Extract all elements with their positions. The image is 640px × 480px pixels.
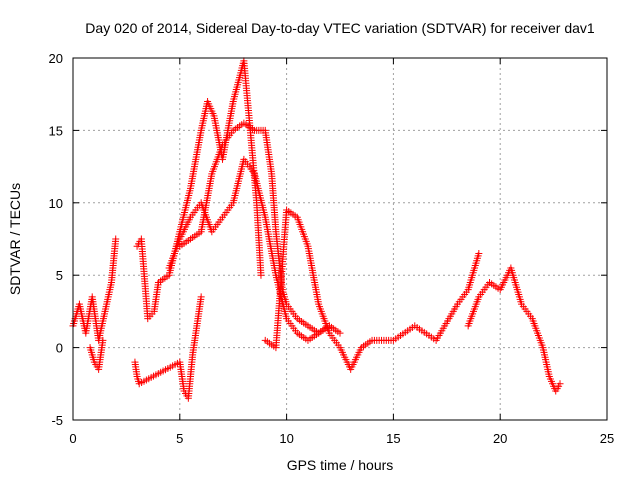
x-tick-label: 5	[176, 431, 183, 446]
x-tick-label: 15	[386, 431, 400, 446]
x-tick-label: 25	[600, 431, 614, 446]
y-tick-label: 20	[49, 51, 63, 66]
y-tick-label: 5	[56, 268, 63, 283]
axis-ticks	[72, 57, 608, 421]
data-point	[475, 249, 483, 257]
data-point	[197, 293, 205, 301]
series-arc-7	[464, 264, 564, 395]
series-arc-3	[133, 57, 265, 323]
data-point	[112, 235, 120, 243]
tick-labels: 0 5 10 15 20 25 -5 0 5 10 15 20	[49, 51, 615, 446]
series-arc-8	[131, 293, 205, 402]
y-tick-label: 0	[56, 341, 63, 356]
y-tick-label: 15	[49, 123, 63, 138]
series-arc-2	[86, 336, 107, 373]
chart-title: Day 020 of 2014, Sidereal Day-to-day VTE…	[85, 20, 595, 36]
data-points	[69, 57, 564, 402]
x-axis-label: GPS time / hours	[287, 457, 394, 473]
data-point	[556, 380, 564, 388]
y-tick-label: 10	[49, 196, 63, 211]
x-tick-label: 20	[493, 431, 507, 446]
y-tick-label: -5	[51, 413, 63, 428]
data-point	[257, 271, 265, 279]
plot-frame	[72, 57, 608, 421]
data-point	[336, 329, 344, 337]
y-axis-label: SDTVAR / TECUs	[7, 183, 23, 295]
x-tick-label: 10	[279, 431, 293, 446]
x-tick-label: 0	[69, 431, 76, 446]
series-arc-1	[69, 235, 120, 344]
series-arc-4	[176, 119, 344, 337]
data-point	[99, 336, 107, 344]
series-arc-6	[261, 206, 483, 373]
grid	[73, 58, 607, 420]
